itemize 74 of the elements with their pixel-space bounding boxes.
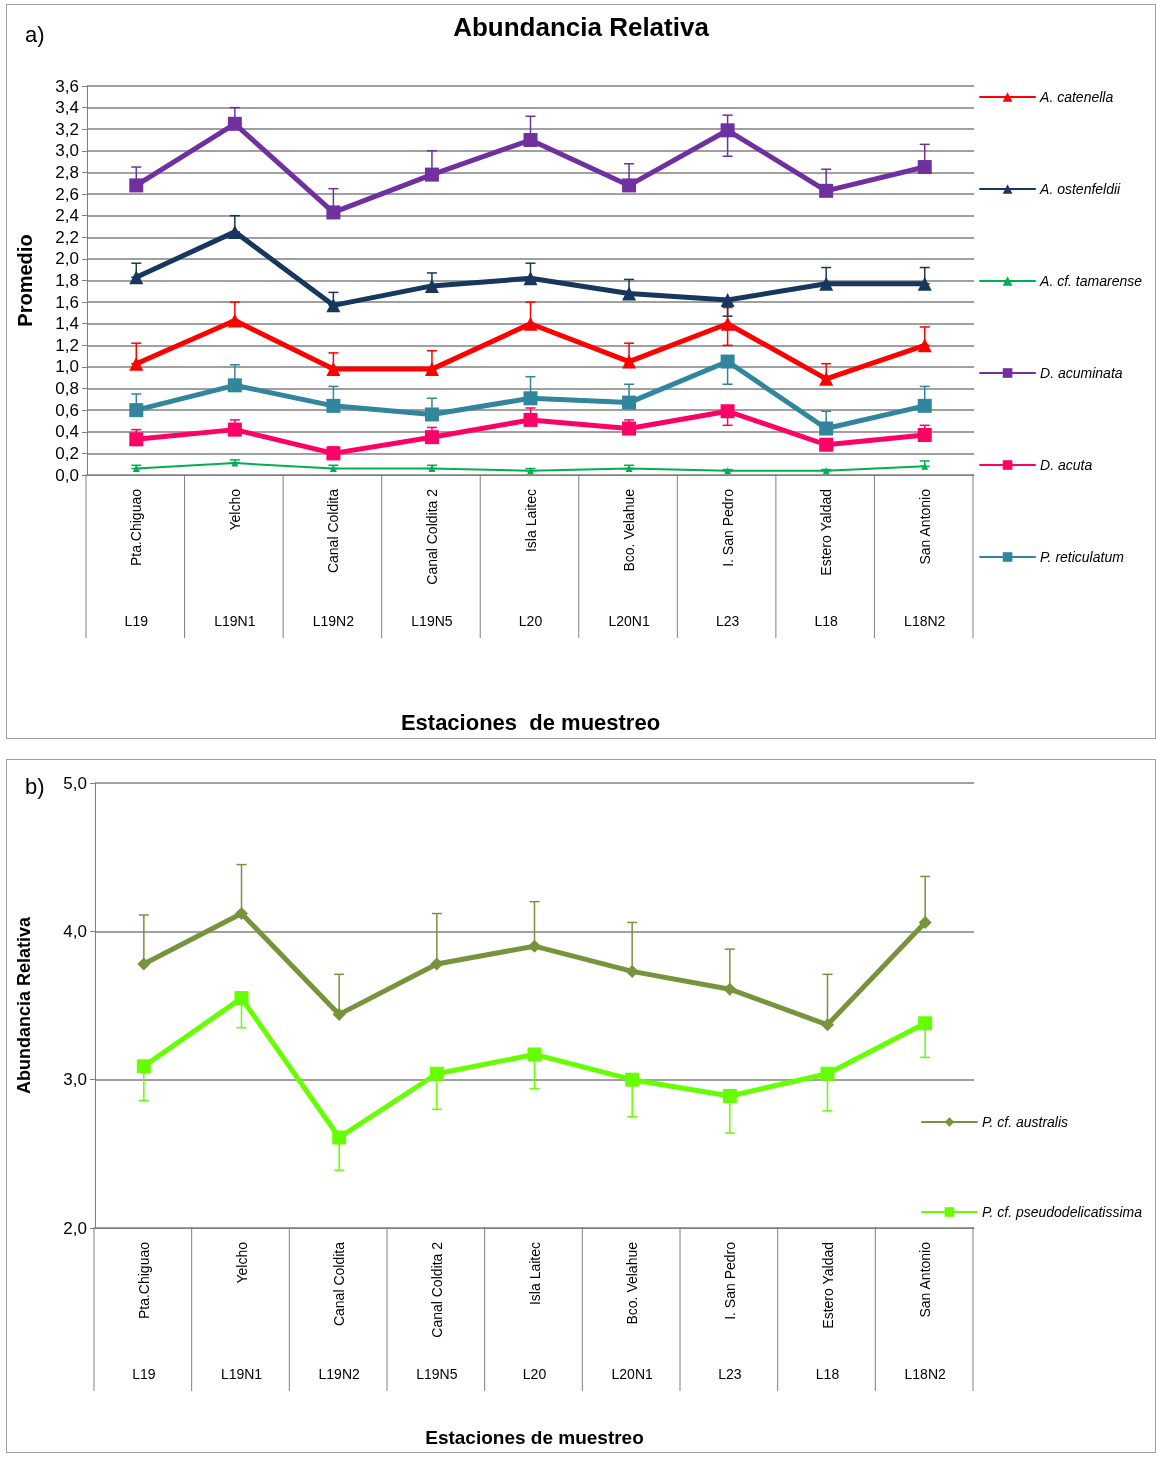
text: L18N2 — [904, 613, 946, 629]
y-tick-label: 2,0 — [63, 1218, 87, 1238]
x-tick-label: I. San Pedro — [721, 1241, 738, 1320]
x-tick-label: San Antonio — [916, 488, 933, 565]
x-tick-label: Estero Yaldad — [818, 489, 835, 576]
y-tick-label: 5,0 — [63, 773, 87, 793]
text: L20 — [522, 1366, 547, 1382]
text: L19N1 — [214, 613, 256, 629]
y-tick-label: 4,0 — [63, 921, 87, 941]
y-axis-title: Abundancia Relativa — [14, 915, 34, 1095]
x-tick-label: Canal Coldita — [325, 488, 342, 574]
text: L20N1 — [611, 1366, 653, 1382]
x-tick-label: Estero Yaldad — [819, 1242, 836, 1329]
y-tick-label: 3,2 — [55, 119, 79, 139]
x-tick-label: Canal Coldita 2 — [428, 1241, 445, 1338]
y-tick-label: 1,4 — [55, 314, 79, 334]
text: L18 — [814, 613, 839, 629]
x-tick-label: Yelcho — [233, 1241, 250, 1284]
chart-title: Abundancia Relativa — [453, 12, 710, 42]
text: L20 — [518, 613, 543, 629]
text: L18N2 — [904, 1366, 946, 1382]
y-tick-label: 0,2 — [55, 443, 79, 463]
text: L18 — [815, 1366, 840, 1382]
y-tick-label: 1,0 — [55, 357, 79, 377]
text: L19N5 — [411, 613, 453, 629]
x-tick-label: Isla Laitec — [522, 489, 539, 553]
y-tick-label: 1,8 — [55, 271, 79, 290]
y-tick-label: 2,4 — [55, 206, 79, 226]
text: L19 — [132, 1366, 156, 1382]
text: L19N2 — [312, 613, 355, 629]
text: L19 — [124, 613, 149, 629]
y-tick-label: 2,0 — [55, 249, 79, 269]
text: L23 — [715, 613, 740, 629]
x-axis-title: Estaciones de muestreo — [400, 709, 661, 735]
text: L19N5 — [416, 1366, 458, 1382]
y-tick-label: 2,6 — [55, 184, 79, 204]
x-tick-label: Isla Laitec — [526, 1242, 543, 1306]
text: a) — [25, 21, 45, 47]
y-tick-label: 0,8 — [55, 379, 79, 399]
x-tick-label: Canal Coldita — [331, 1241, 348, 1327]
y-tick-label: 1,2 — [55, 335, 79, 355]
y-axis-title: Promedio — [14, 234, 36, 327]
x-tick-label: Bco. Velahue — [621, 488, 638, 572]
legend-label: A. ostenfeldii — [1039, 181, 1122, 197]
y-tick-label: 0,6 — [55, 400, 79, 420]
x-axis-title: Estaciones de muestreo — [425, 1427, 644, 1448]
text: L19N2 — [318, 1366, 360, 1382]
y-tick-label: 0,4 — [55, 422, 79, 442]
y-tick-label: 2,8 — [55, 162, 79, 182]
x-tick-label: San Antonio — [917, 1241, 934, 1318]
text: L19N1 — [220, 1366, 263, 1382]
legend-label: A. cf. tamarense — [1039, 273, 1143, 289]
y-tick-label: 0,0 — [55, 465, 79, 485]
x-tick-label: Bco. Velahue — [624, 1241, 641, 1325]
legend-label: P. reticulatum — [1040, 549, 1125, 565]
text: L23 — [718, 1366, 742, 1382]
y-tick-label: 1,6 — [55, 292, 79, 312]
text: b) — [25, 773, 45, 799]
y-tick-label: 2,2 — [55, 227, 79, 247]
y-tick-label: 3,0 — [63, 1070, 87, 1090]
x-tick-label: Yelcho — [226, 488, 243, 531]
legend-label: D. acuminata — [1040, 365, 1123, 381]
x-tick-label: Canal Coldita 2 — [423, 488, 440, 585]
legend-label: A. catenella — [1039, 89, 1114, 105]
y-tick-label: 3,4 — [55, 98, 79, 118]
x-tick-label: Pta.Chiguao — [135, 1241, 152, 1320]
y-tick-label: 3,0 — [55, 141, 79, 161]
legend-label: D. acuta — [1040, 457, 1093, 473]
text: L20N1 — [608, 613, 650, 629]
x-tick-label: I. San Pedro — [719, 488, 736, 567]
legend-label: P. cf. australis — [981, 1114, 1069, 1130]
legend-label: P. cf. pseudodelicatissima — [981, 1204, 1143, 1220]
x-tick-label: Pta.Chiguao — [128, 488, 145, 567]
y-tick-label: 3,6 — [55, 76, 79, 96]
